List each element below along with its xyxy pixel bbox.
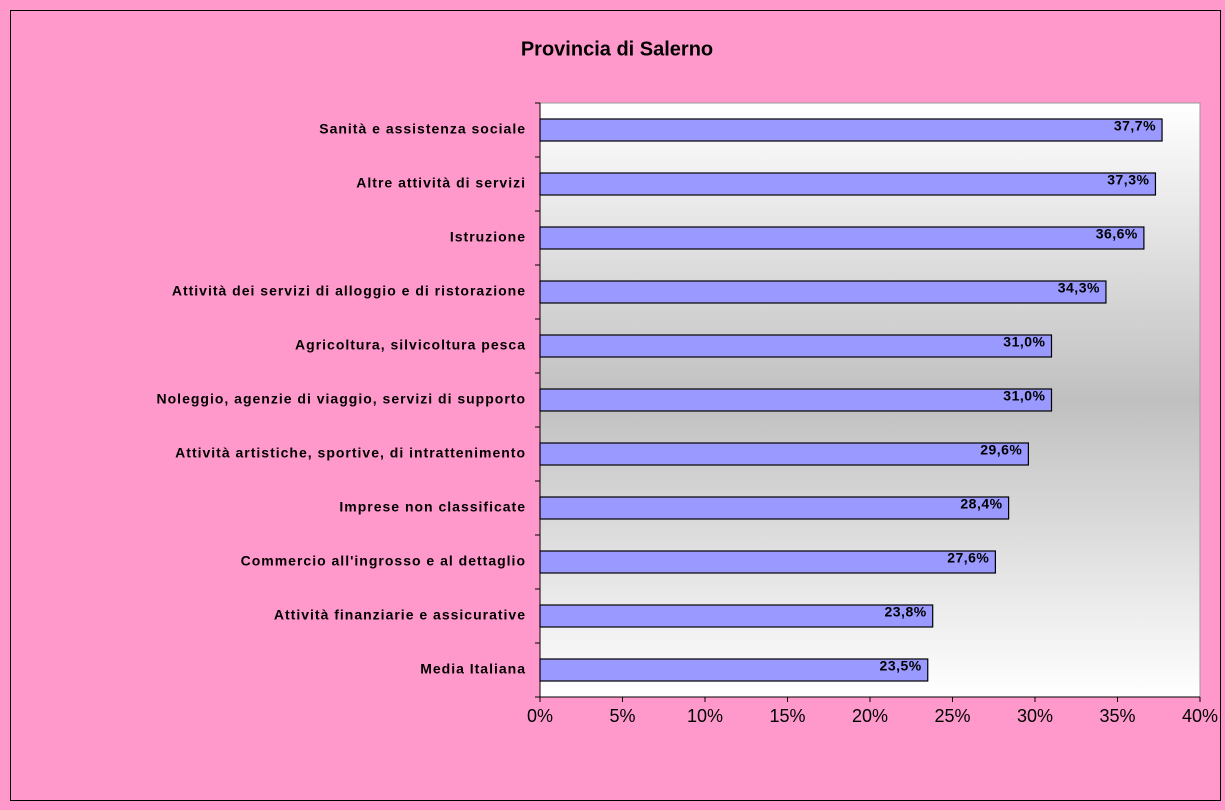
value-label: 37,7%	[1114, 118, 1156, 134]
y-tick-label: Attività artistiche, sportive, di intrat…	[175, 445, 526, 461]
x-tick-label: 0%	[527, 706, 553, 726]
bar	[539, 550, 996, 574]
value-label: 34,3%	[1058, 280, 1100, 296]
value-label: 28,4%	[960, 496, 1002, 512]
bar	[539, 442, 1029, 466]
bar	[539, 118, 1163, 142]
bar	[539, 280, 1107, 304]
y-tick-label: Commercio all'ingrosso e al dettaglio	[241, 553, 526, 569]
chart-title: Provincia di Salerno	[521, 38, 713, 60]
x-tick-label: 25%	[934, 706, 970, 726]
y-tick-label: Media Italiana	[420, 661, 526, 677]
x-tick-label: 20%	[852, 706, 888, 726]
x-tick-label: 35%	[1099, 706, 1135, 726]
value-label: 37,3%	[1107, 172, 1149, 188]
bar	[539, 388, 1053, 412]
bar	[539, 334, 1053, 358]
y-tick-label: Imprese non classificate	[339, 499, 526, 515]
value-label: 23,5%	[880, 658, 922, 674]
y-tick-label: Noleggio, agenzie di viaggio, servizi di…	[157, 391, 526, 407]
y-tick-label: Agricoltura, silvicoltura pesca	[295, 337, 526, 353]
x-tick-label: 30%	[1017, 706, 1053, 726]
value-label: 23,8%	[884, 604, 926, 620]
value-label: 36,6%	[1096, 226, 1138, 242]
bar	[539, 172, 1157, 196]
bar	[539, 496, 1010, 520]
x-tick-label: 15%	[769, 706, 805, 726]
bar	[539, 658, 929, 682]
y-tick-label: Sanità e assistenza sociale	[319, 121, 526, 137]
y-tick-label: Istruzione	[450, 229, 526, 245]
y-tick-label: Attività finanziarie e assicurative	[274, 607, 526, 623]
y-tick-label: Attività dei servizi di alloggio e di ri…	[172, 283, 526, 299]
value-label: 31,0%	[1003, 388, 1045, 404]
value-label: 31,0%	[1003, 334, 1045, 350]
x-tick-label: 40%	[1182, 706, 1218, 726]
value-label: 27,6%	[947, 550, 989, 566]
bar	[539, 226, 1145, 250]
x-tick-label: 10%	[687, 706, 723, 726]
bar	[539, 604, 934, 628]
value-label: 29,6%	[980, 442, 1022, 458]
y-tick-label: Altre attività di servizi	[356, 175, 526, 191]
x-tick-label: 5%	[609, 706, 635, 726]
